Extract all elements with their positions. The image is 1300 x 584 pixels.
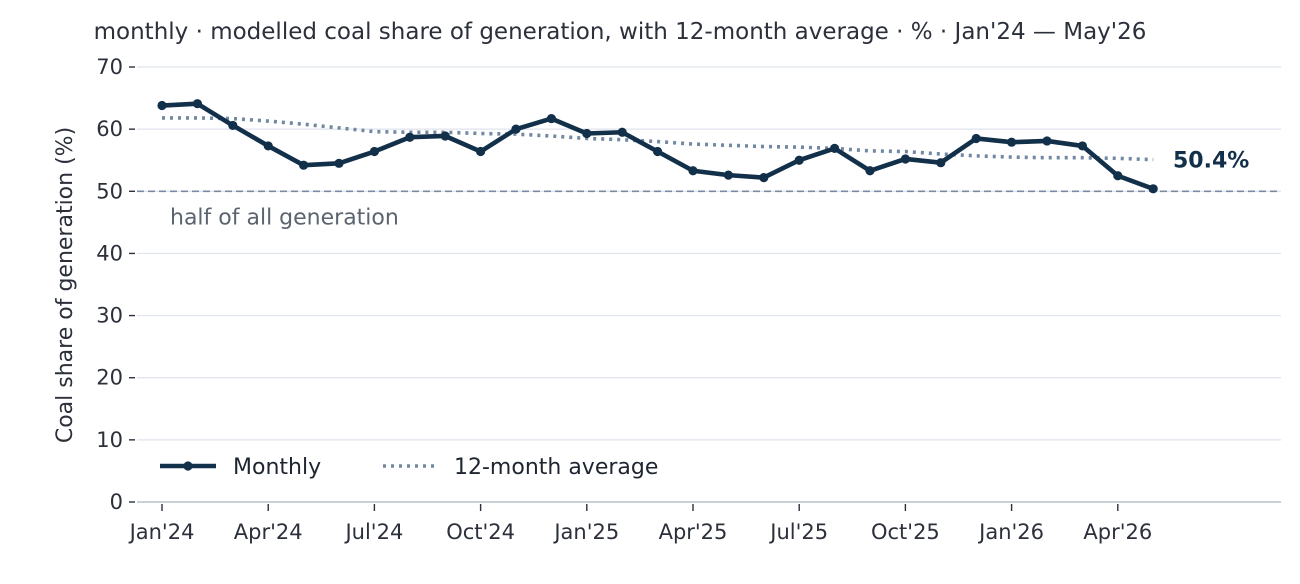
data-point: [794, 155, 804, 165]
data-point: [582, 128, 592, 139]
data-point: [228, 120, 238, 131]
legend-label-monthly: Monthly: [233, 455, 321, 480]
data-point: [723, 170, 734, 180]
data-point: [830, 143, 840, 154]
data-point: [759, 173, 769, 183]
y-tick-label: 0: [110, 490, 123, 514]
data-point: [1042, 136, 1052, 146]
reference-line-group: half of all generation: [137, 190, 1281, 230]
data-point: [865, 166, 875, 176]
x-axis: Jan'24 Apr'24 Jul'24 Oct'24 Jan'25 Apr'25 Jul'…: [128, 501, 1281, 544]
data-point: [546, 113, 557, 124]
data-point: [157, 100, 167, 111]
y-tick-label: 50: [96, 179, 123, 203]
legend-label-12-month-average: 12-month average: [454, 455, 658, 480]
data-point: [1113, 171, 1123, 181]
data-point: [263, 141, 273, 151]
x-tick-label: Oct'24: [446, 520, 515, 544]
data-point: [1077, 141, 1087, 151]
series-group: 50.4%: [157, 99, 1249, 194]
data-point: [192, 99, 202, 109]
y-axis-label: Coal share of generation (%): [53, 127, 78, 443]
data-point: [653, 146, 663, 157]
y-tick-label: 10: [96, 428, 123, 452]
x-tick-label: Oct'25: [871, 520, 940, 544]
x-tick-label: Apr'24: [234, 520, 303, 544]
x-tick-label: Apr'25: [659, 520, 728, 544]
data-point: [511, 124, 521, 134]
series-line-monthly: [161, 101, 1154, 191]
data-point: [936, 158, 946, 168]
data-point: [299, 160, 309, 170]
y-tick-label: 20: [96, 366, 123, 390]
legend-marker-monthly: [183, 461, 193, 471]
data-point: [688, 166, 698, 176]
legend: Monthly 12-month average: [160, 455, 658, 480]
y-tick-label: 30: [96, 304, 123, 328]
series-line-12-month-average: [162, 116, 1154, 162]
data-point: [1148, 184, 1158, 194]
x-tick-label: Jul'25: [768, 520, 828, 544]
data-point: [1007, 137, 1017, 147]
x-tick-label: Jan'25: [552, 520, 619, 544]
x-tick-label: Jan'24: [128, 520, 195, 544]
reference-line-label: half of all generation: [170, 205, 399, 230]
data-point: [476, 146, 486, 157]
data-point: [900, 154, 911, 164]
x-tick-label: Apr'26: [1083, 520, 1152, 544]
data-point: [334, 158, 344, 168]
y-tick-label: 40: [96, 241, 123, 265]
end-value-label: 50.4%: [1173, 149, 1249, 174]
x-tick-label: Jan'26: [977, 520, 1044, 544]
data-point: [369, 146, 379, 157]
data-point: [971, 133, 981, 144]
chart-title: monthly · modelled coal share of generat…: [94, 19, 1147, 45]
y-axis: 0 10 20 30 40 50 60 70: [96, 55, 135, 514]
data-point: [617, 127, 627, 137]
data-point: [405, 132, 415, 142]
data-point: [440, 131, 450, 141]
y-tick-label: 60: [96, 117, 123, 141]
x-tick-label: Jul'24: [343, 520, 403, 544]
y-tick-label: 70: [96, 55, 123, 79]
